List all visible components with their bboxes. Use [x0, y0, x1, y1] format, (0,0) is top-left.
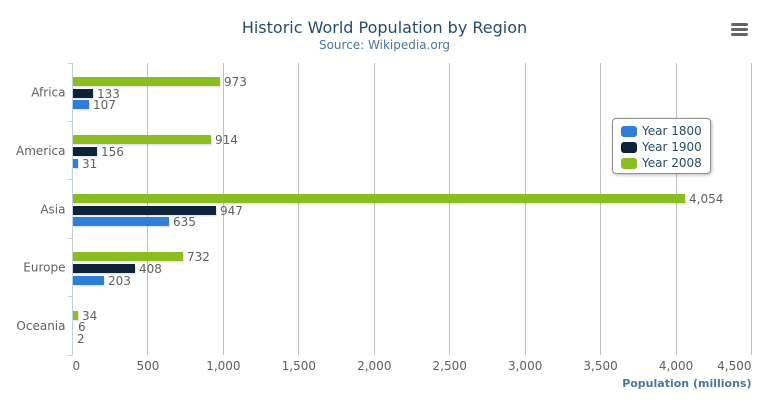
legend-item-year-1800[interactable]: Year 1800 — [613, 123, 710, 139]
data-label: 156 — [101, 145, 124, 159]
category-label-america: America — [16, 144, 66, 158]
category-label-africa: Africa — [31, 86, 65, 100]
x-tick-label: 0 — [73, 359, 81, 373]
data-label: 947 — [220, 204, 243, 218]
x-tick-label: 2,000 — [357, 359, 391, 373]
category-label-asia: Asia — [40, 202, 65, 216]
data-label: 133 — [97, 87, 120, 101]
bar-africa-year-2008[interactable] — [73, 77, 220, 86]
x-tick-label: 3,000 — [508, 359, 542, 373]
legend-symbol — [621, 141, 637, 153]
x-tick-label: 1,500 — [282, 359, 316, 373]
bar-asia-year-1900[interactable] — [73, 206, 216, 215]
bar-america-year-1800[interactable] — [73, 159, 78, 168]
legend-label: Year 2008 — [642, 156, 702, 170]
x-axis-title: Population (millions) — [622, 377, 751, 390]
data-label: 203 — [108, 274, 131, 288]
data-label: 6 — [78, 320, 86, 334]
x-tick-label: 4,500 — [717, 359, 751, 373]
data-label: 973 — [224, 75, 247, 89]
legend-item-year-1900[interactable]: Year 1900 — [613, 139, 710, 155]
bar-oceania-year-2008[interactable] — [73, 311, 78, 320]
menu-bar-bottom — [731, 33, 748, 37]
legend-symbol — [621, 157, 637, 169]
category-label-oceania: Oceania — [16, 319, 65, 333]
hamburger-menu-icon[interactable] — [728, 20, 752, 40]
legend-symbol — [621, 125, 637, 137]
bar-europe-year-1900[interactable] — [73, 264, 135, 273]
data-label: 31 — [82, 157, 97, 171]
data-label: 732 — [187, 250, 210, 264]
bar-europe-year-2008[interactable] — [73, 252, 183, 261]
data-label: 4,054 — [689, 192, 723, 206]
legend-item-year-2008[interactable]: Year 2008 — [613, 155, 710, 171]
x-tick-label: 3,500 — [583, 359, 617, 373]
bar-africa-year-1900[interactable] — [73, 89, 93, 98]
menu-bar-middle — [731, 28, 748, 32]
data-label: 2 — [77, 332, 85, 346]
x-tick-label: 4,000 — [659, 359, 693, 373]
bar-africa-year-1800[interactable] — [73, 100, 89, 109]
legend-label: Year 1800 — [642, 124, 702, 138]
chart-title: Historic World Population by Region — [241, 18, 528, 37]
data-label: 914 — [215, 133, 238, 147]
data-label: 107 — [93, 98, 116, 112]
bar-america-year-1900[interactable] — [73, 147, 97, 156]
legend-label: Year 1900 — [642, 140, 702, 154]
bar-asia-year-1800[interactable] — [73, 217, 169, 226]
data-label: 34 — [82, 309, 97, 323]
x-tick-label: 1,000 — [206, 359, 240, 373]
bar-asia-year-2008[interactable] — [73, 194, 685, 203]
bar-america-year-2008[interactable] — [73, 135, 211, 144]
x-tick-label: 500 — [136, 359, 159, 373]
menu-bar-top — [731, 23, 748, 27]
bar-europe-year-1800[interactable] — [73, 276, 104, 285]
x-tick-label: 2,500 — [433, 359, 467, 373]
data-label: 408 — [139, 262, 162, 276]
category-label-europe: Europe — [23, 261, 65, 275]
data-label: 635 — [173, 215, 196, 229]
legend: Year 1800 Year 1900 Year 2008 — [612, 118, 711, 174]
chart-subtitle: Source: Wikipedia.org — [318, 38, 451, 52]
